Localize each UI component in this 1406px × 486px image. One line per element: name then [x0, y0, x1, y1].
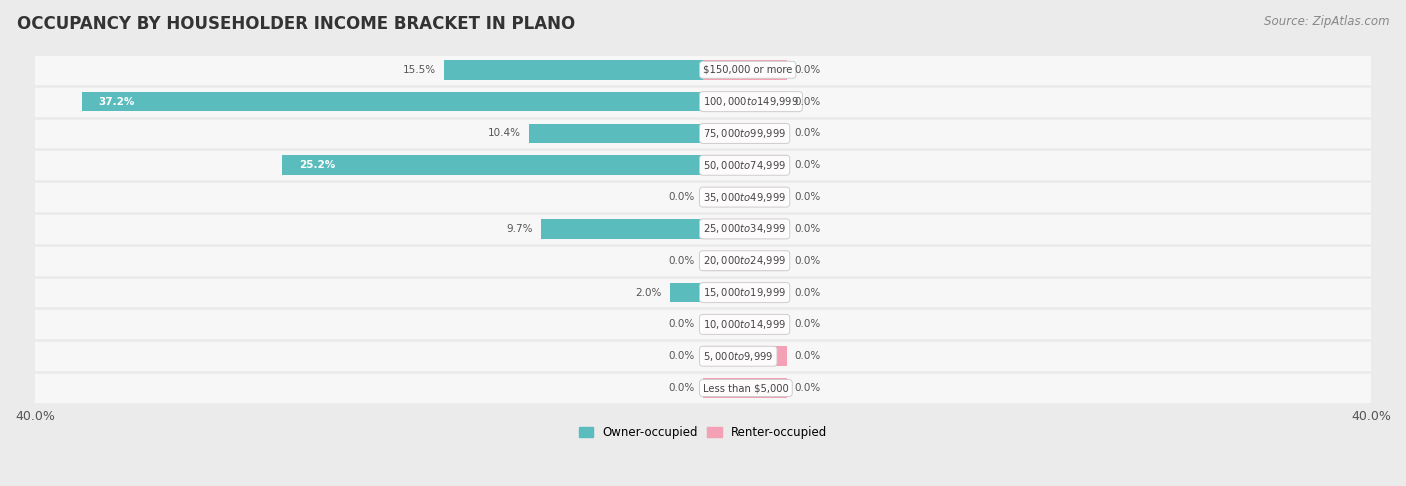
Bar — [703, 60, 786, 80]
FancyBboxPatch shape — [21, 172, 1385, 222]
Bar — [541, 219, 703, 239]
FancyBboxPatch shape — [21, 77, 1385, 126]
Bar — [703, 156, 786, 175]
Bar — [703, 314, 786, 334]
Text: $100,000 to $149,999: $100,000 to $149,999 — [703, 95, 799, 108]
Bar — [703, 347, 786, 366]
Text: 0.0%: 0.0% — [794, 128, 821, 139]
Text: 10.4%: 10.4% — [488, 128, 522, 139]
Text: $25,000 to $34,999: $25,000 to $34,999 — [703, 223, 786, 235]
Bar — [703, 283, 786, 302]
Text: 0.0%: 0.0% — [794, 224, 821, 234]
Bar — [669, 283, 703, 302]
Bar — [703, 378, 786, 398]
Text: 9.7%: 9.7% — [506, 224, 533, 234]
Text: 0.0%: 0.0% — [668, 383, 695, 393]
Bar — [703, 92, 786, 111]
Text: Source: ZipAtlas.com: Source: ZipAtlas.com — [1264, 15, 1389, 28]
Text: 0.0%: 0.0% — [794, 256, 821, 266]
FancyBboxPatch shape — [21, 268, 1385, 317]
Bar — [703, 187, 786, 207]
Text: $35,000 to $49,999: $35,000 to $49,999 — [703, 191, 786, 204]
Text: $15,000 to $19,999: $15,000 to $19,999 — [703, 286, 786, 299]
Text: 0.0%: 0.0% — [668, 319, 695, 330]
Text: 0.0%: 0.0% — [794, 160, 821, 170]
FancyBboxPatch shape — [21, 204, 1385, 254]
Text: 0.0%: 0.0% — [794, 192, 821, 202]
Text: $10,000 to $14,999: $10,000 to $14,999 — [703, 318, 786, 331]
Bar — [82, 92, 703, 111]
Legend: Owner-occupied, Renter-occupied: Owner-occupied, Renter-occupied — [574, 421, 832, 444]
Bar — [703, 123, 786, 143]
Text: $50,000 to $74,999: $50,000 to $74,999 — [703, 159, 786, 172]
Text: 0.0%: 0.0% — [668, 351, 695, 361]
Text: $75,000 to $99,999: $75,000 to $99,999 — [703, 127, 786, 140]
Text: 2.0%: 2.0% — [636, 288, 661, 297]
FancyBboxPatch shape — [21, 331, 1385, 381]
Bar — [703, 251, 786, 271]
Text: 0.0%: 0.0% — [794, 288, 821, 297]
Text: $5,000 to $9,999: $5,000 to $9,999 — [703, 350, 773, 363]
Text: 0.0%: 0.0% — [794, 351, 821, 361]
Bar — [529, 123, 703, 143]
Bar — [444, 60, 703, 80]
FancyBboxPatch shape — [21, 45, 1385, 95]
FancyBboxPatch shape — [21, 363, 1385, 413]
Bar — [703, 219, 786, 239]
FancyBboxPatch shape — [21, 299, 1385, 349]
Text: 37.2%: 37.2% — [98, 97, 135, 106]
Bar — [283, 156, 703, 175]
Text: $20,000 to $24,999: $20,000 to $24,999 — [703, 254, 786, 267]
Text: Less than $5,000: Less than $5,000 — [703, 383, 789, 393]
FancyBboxPatch shape — [21, 236, 1385, 286]
Text: 0.0%: 0.0% — [794, 383, 821, 393]
Text: OCCUPANCY BY HOUSEHOLDER INCOME BRACKET IN PLANO: OCCUPANCY BY HOUSEHOLDER INCOME BRACKET … — [17, 15, 575, 33]
Text: 0.0%: 0.0% — [794, 319, 821, 330]
Text: 0.0%: 0.0% — [668, 256, 695, 266]
Text: 0.0%: 0.0% — [794, 65, 821, 75]
FancyBboxPatch shape — [21, 140, 1385, 190]
Text: 0.0%: 0.0% — [668, 192, 695, 202]
FancyBboxPatch shape — [21, 108, 1385, 158]
Text: 0.0%: 0.0% — [794, 97, 821, 106]
Text: 15.5%: 15.5% — [402, 65, 436, 75]
Text: $150,000 or more: $150,000 or more — [703, 65, 793, 75]
Text: 25.2%: 25.2% — [299, 160, 335, 170]
